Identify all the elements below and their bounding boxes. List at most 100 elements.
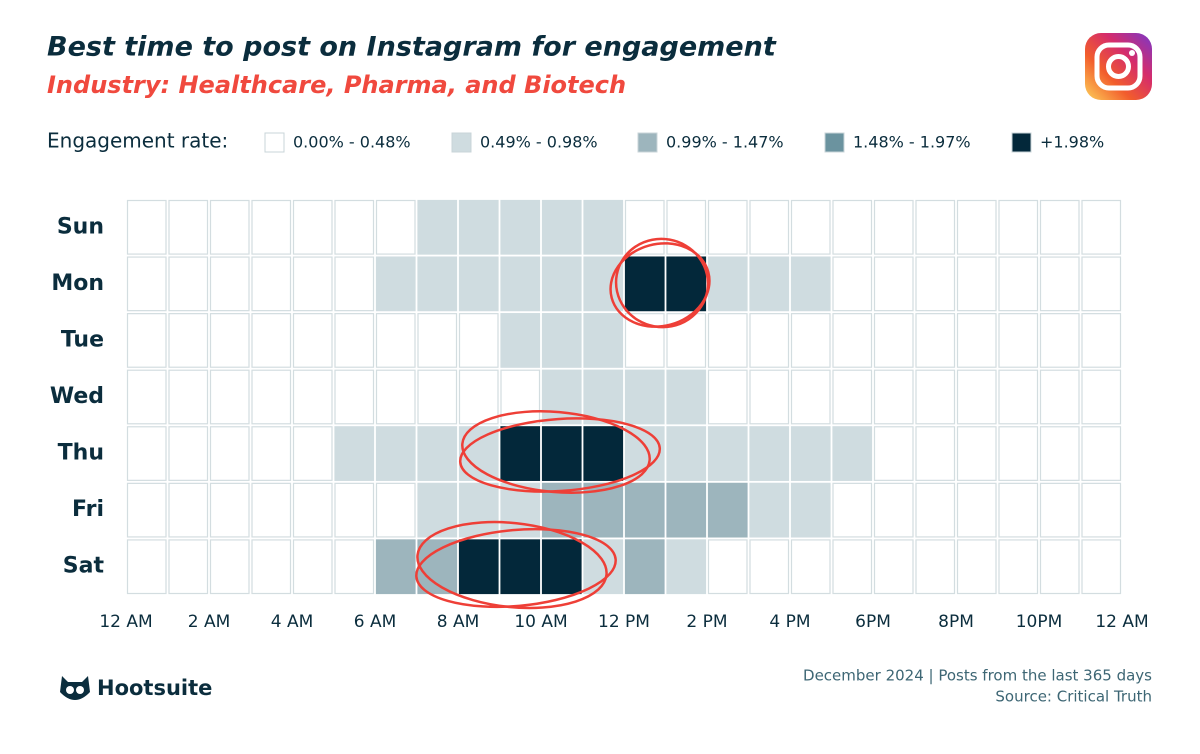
heatmap-cell: [500, 539, 541, 595]
heatmap-cell: [956, 426, 997, 481]
y-tick-label: Thu: [58, 441, 104, 466]
heatmap-cell: [126, 426, 167, 481]
legend-label: +1.98%: [1040, 133, 1104, 152]
heatmap-cell: [541, 199, 582, 255]
heatmap-cell: [417, 256, 458, 312]
heatmap-cell: [209, 482, 250, 538]
heatmap-cell: [956, 369, 997, 425]
heatmap-cell: [666, 482, 707, 538]
heatmap-cell: [832, 199, 873, 255]
brand-name: Hootsuite: [97, 676, 212, 700]
heatmap-cell: [251, 199, 292, 255]
heatmap-cell: [873, 482, 914, 538]
heatmap-cell: [832, 256, 873, 312]
heatmap-cell: [666, 256, 707, 312]
heatmap-cell: [126, 199, 167, 255]
heatmap-cell: [500, 256, 541, 312]
heatmap-cell: [126, 256, 167, 312]
heatmap-cell: [209, 369, 250, 425]
heatmap-cell: [334, 369, 375, 425]
heatmap-cell: [209, 539, 250, 595]
heatmap-cell: [666, 426, 707, 481]
heatmap-cell: [707, 482, 748, 538]
heatmap-cell: [873, 426, 914, 481]
heatmap-cell: [541, 256, 582, 312]
heatmap-cell: [500, 369, 541, 425]
x-tick-label: 4 AM: [271, 612, 314, 632]
heatmap-cell: [168, 426, 209, 481]
heatmap-cell: [707, 256, 748, 312]
heatmap-cell: [541, 426, 582, 481]
heatmap-cell: [790, 199, 831, 255]
heatmap-cell: [1081, 482, 1122, 538]
heatmap-cell: [624, 369, 665, 425]
heatmap-cell: [126, 369, 167, 425]
instagram-icon: [1085, 33, 1152, 100]
heatmap-cell: [707, 199, 748, 255]
heatmap-cell: [251, 426, 292, 481]
heatmap-cell: [375, 482, 416, 538]
legend-label: 0.49% - 0.98%: [480, 133, 598, 152]
heatmap-cell: [873, 256, 914, 312]
heatmap-cell: [915, 256, 956, 312]
heatmap-cell: [1039, 426, 1080, 481]
heatmap-cell: [168, 313, 209, 368]
legend-swatch: [824, 132, 845, 153]
legend-swatch: [264, 132, 285, 153]
heatmap-cell: [998, 426, 1039, 481]
chart-subtitle: Industry: Healthcare, Pharma, and Biotec…: [47, 71, 626, 99]
heatmap-cell: [915, 482, 956, 538]
heatmap-cell: [458, 256, 499, 312]
heatmap-cell: [168, 482, 209, 538]
x-tick-label: 12 AM: [1095, 612, 1148, 632]
heatmap-cell: [749, 313, 790, 368]
legend-title: Engagement rate:: [47, 129, 228, 153]
heatmap-cell: [790, 426, 831, 481]
heatmap-cell: [334, 482, 375, 538]
heatmap-cell: [624, 199, 665, 255]
heatmap-cell: [292, 313, 333, 368]
heatmap-cell: [790, 482, 831, 538]
heatmap-cell: [458, 482, 499, 538]
heatmap-cell: [749, 369, 790, 425]
heatmap-cell: [375, 369, 416, 425]
heatmap-cell: [873, 199, 914, 255]
heatmap-cell: [500, 313, 541, 368]
heatmap-cell: [998, 199, 1039, 255]
x-tick-label: 6PM: [855, 612, 891, 632]
heatmap-cell: [251, 482, 292, 538]
heatmap-cell: [998, 313, 1039, 368]
heatmap-cell: [956, 482, 997, 538]
heatmap-cell: [790, 539, 831, 595]
heatmap-cell: [375, 313, 416, 368]
y-tick-label: Sun: [57, 214, 104, 239]
heatmap-cell: [168, 199, 209, 255]
heatmap-cell: [1081, 256, 1122, 312]
heatmap-cell: [541, 369, 582, 425]
footer-source: Source: Critical Truth: [995, 688, 1152, 706]
heatmap-cell: [417, 313, 458, 368]
heatmap-cell: [1081, 539, 1122, 595]
heatmap-cell: [832, 426, 873, 481]
annotation-circles: [415, 237, 711, 610]
heatmap-cell: [749, 539, 790, 595]
legend-swatch: [637, 132, 658, 153]
heatmap-cell: [375, 199, 416, 255]
heatmap-cell: [998, 482, 1039, 538]
heatmap-cell: [251, 369, 292, 425]
heatmap-cell: [749, 199, 790, 255]
heatmap-cell: [915, 313, 956, 368]
heatmap-cell: [873, 369, 914, 425]
heatmap-cell: [956, 313, 997, 368]
legend-label: 0.99% - 1.47%: [666, 133, 784, 152]
heatmap-cell: [832, 482, 873, 538]
heatmap-cell: [126, 482, 167, 538]
heatmap-cell: [458, 369, 499, 425]
heatmap-cell: [998, 369, 1039, 425]
chart-title: Best time to post on Instagram for engag…: [47, 32, 777, 63]
heatmap-cell: [707, 369, 748, 425]
heatmap-cell: [334, 539, 375, 595]
x-tick-label: 8 AM: [437, 612, 480, 632]
heatmap-cell: [168, 256, 209, 312]
